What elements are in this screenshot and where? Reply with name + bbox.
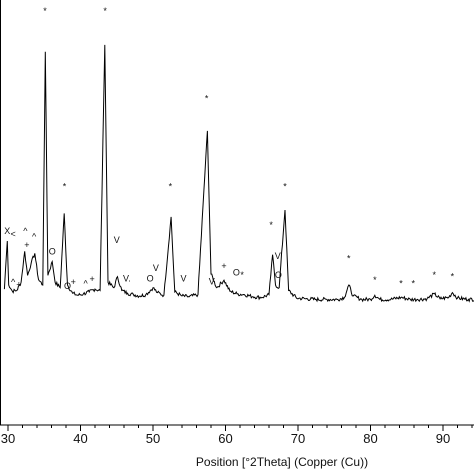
diffraction-trace <box>3 44 474 303</box>
peak-marker: O <box>49 247 56 257</box>
peak-marker: O <box>64 281 71 291</box>
peak-marker: V <box>275 251 281 261</box>
peak-marker: * <box>63 181 67 191</box>
x-tick-label: 70 <box>291 431 305 446</box>
peak-marker: * <box>399 278 403 288</box>
peak-marker: * <box>451 271 455 281</box>
x-tick-label: 60 <box>218 431 232 446</box>
peak-marker: ^ <box>11 277 16 287</box>
x-tick-label: 40 <box>73 431 87 446</box>
peak-marker: + <box>221 261 226 271</box>
peak-marker: * <box>347 254 351 264</box>
peak-marker: O <box>233 267 240 277</box>
peak-marker: ^ <box>32 232 37 242</box>
peak-marker: + <box>89 274 94 284</box>
peak-marker: * <box>205 93 209 103</box>
peak-marker: O <box>275 270 282 280</box>
peak-marker: X <box>4 226 10 236</box>
x-axis-line <box>0 0 474 426</box>
peak-marker: + <box>71 277 76 287</box>
peak-marker: * <box>283 181 287 191</box>
peak-marker: < <box>10 229 15 239</box>
x-axis-title: Position [°2Theta] (Copper (Cu)) <box>196 455 368 469</box>
peak-marker: V <box>180 274 186 284</box>
peak-marker: V <box>153 263 159 273</box>
x-tick-label: 80 <box>363 431 377 446</box>
peak-marker: * <box>373 275 377 285</box>
peak-marker: O <box>147 274 154 284</box>
x-tick-label: 90 <box>436 431 450 446</box>
peak-marker: * <box>43 6 47 16</box>
peak-marker: * <box>269 220 273 230</box>
peak-marker: * <box>240 270 244 280</box>
peak-marker: * <box>103 6 107 16</box>
peak-marker: + <box>24 240 29 250</box>
x-tick-label: 50 <box>146 431 160 446</box>
peak-marker: + <box>16 280 21 290</box>
peak-marker: ^ <box>83 278 88 288</box>
x-tick-label: 30 <box>1 431 15 446</box>
peak-marker: V <box>114 235 120 245</box>
peak-marker: V. <box>123 274 131 284</box>
peak-marker: * <box>412 278 416 288</box>
peak-marker: * <box>169 181 173 191</box>
peak-marker: ^ <box>23 226 28 236</box>
peak-marker: V <box>209 276 215 286</box>
x-tick-labels: 30 40 50 60 70 80 90 <box>1 431 450 446</box>
peak-marker: * <box>433 270 437 280</box>
plot-frame <box>0 0 474 426</box>
x-ticks <box>7 425 473 431</box>
